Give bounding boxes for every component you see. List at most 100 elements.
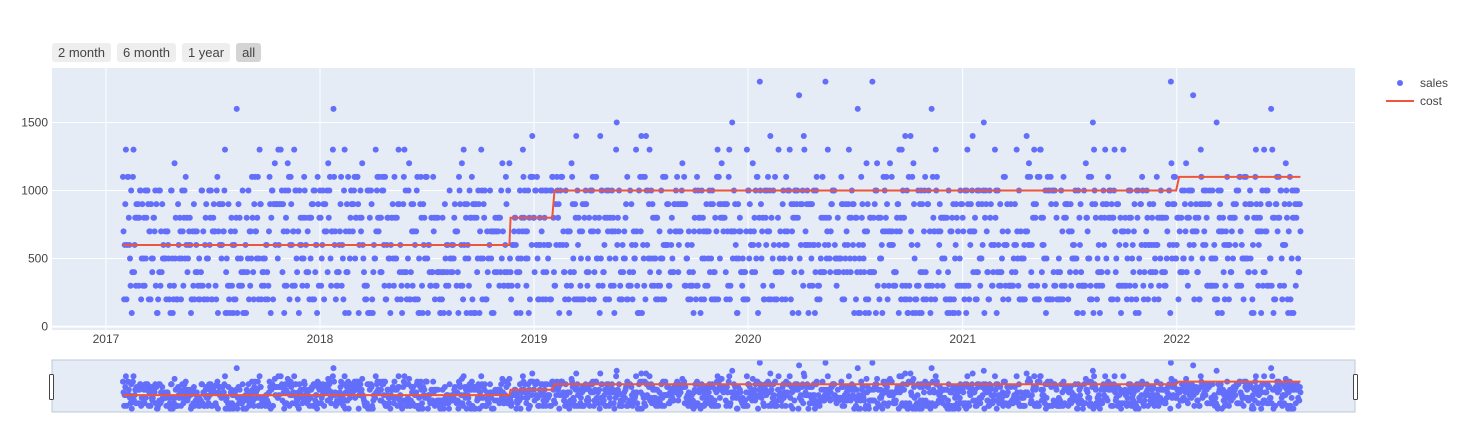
range-slider[interactable] (49, 359, 1358, 413)
rangeslider-sales-point (1288, 394, 1295, 401)
sales-point (414, 296, 421, 303)
sales-point (1231, 214, 1238, 221)
sales-point (319, 187, 326, 194)
sales-point (497, 269, 504, 276)
main-plot-area[interactable] (52, 68, 1355, 330)
sales-point (805, 309, 812, 316)
rangeslider-sales-point (1217, 381, 1224, 388)
rangeslider-sales-point (727, 400, 734, 407)
rangeslider-sales-point (1096, 405, 1103, 412)
range-button-2-month[interactable]: 2 month (52, 43, 111, 62)
sales-point (231, 228, 238, 235)
range-button-6-month[interactable]: 6 month (116, 43, 176, 62)
sales-point (433, 282, 440, 289)
sales-point (506, 160, 513, 167)
sales-point (1152, 255, 1159, 262)
sales-point (372, 255, 379, 262)
sales-point (399, 309, 406, 316)
sales-point (735, 201, 742, 208)
sales-point (518, 255, 525, 262)
rangeslider-sales-point (1250, 405, 1257, 412)
range-button-1-year[interactable]: 1 year (181, 43, 231, 62)
sales-point (857, 309, 864, 316)
sales-point (590, 228, 597, 235)
sales-point (1224, 255, 1231, 262)
rangeslider-sales-point (291, 373, 298, 380)
rangeslider-left-handle[interactable] (49, 374, 54, 400)
sales-point (380, 187, 387, 194)
sales-point (939, 282, 946, 289)
sales-point (1129, 255, 1136, 262)
sales-point (441, 201, 448, 208)
sales-point (995, 241, 1002, 248)
sales-point (753, 255, 760, 262)
legend-item-sales[interactable]: sales (1397, 76, 1448, 90)
sales-point (282, 214, 289, 221)
sales-point (1055, 255, 1062, 262)
legend-item-cost[interactable]: cost (1386, 94, 1443, 108)
rangeslider-sales-point (758, 394, 765, 401)
sales-point (1120, 228, 1127, 235)
sales-point (1113, 255, 1120, 262)
sales-point (808, 255, 815, 262)
rangeslider-right-handle[interactable] (1353, 374, 1358, 400)
range-button-all[interactable]: all (236, 43, 262, 62)
rangeslider-sales-point (570, 397, 577, 404)
rangeslider-sales-point (130, 373, 137, 380)
sales-point (1053, 214, 1060, 221)
sales-point (621, 255, 628, 262)
sales-point (1297, 228, 1304, 235)
sales-point (987, 201, 994, 208)
sales-point (1245, 269, 1252, 276)
sales-point (424, 255, 431, 262)
sales-point (1290, 309, 1297, 316)
sales-point (1181, 201, 1188, 208)
sales-point (1273, 201, 1280, 208)
sales-point (225, 201, 232, 208)
sales-point (254, 214, 261, 221)
sales-point (641, 282, 648, 289)
sales-point (1281, 201, 1288, 208)
sales-point (256, 146, 263, 153)
rangeslider-sales-point (307, 394, 314, 401)
rangeslider-sales-point (1296, 384, 1303, 391)
sales-point (1274, 228, 1281, 235)
sales-point (286, 296, 293, 303)
sales-point (545, 255, 552, 262)
sales-point (1086, 255, 1093, 262)
sales-point (154, 309, 161, 316)
sales-point (1253, 201, 1260, 208)
rangeslider-sales-point (1068, 400, 1075, 407)
sales-point (1073, 255, 1080, 262)
sales-point (368, 201, 375, 208)
sales-point (296, 187, 303, 194)
rangeslider-sales-point (596, 386, 603, 393)
sales-point (550, 269, 557, 276)
rangeslider-sales-point (223, 394, 230, 401)
sales-point (407, 296, 414, 303)
rangeslider-sales-point (552, 400, 559, 407)
sales-point (265, 228, 272, 235)
sales-point (293, 255, 300, 262)
rangeslider-sales-point (513, 405, 520, 412)
sales-point (419, 309, 426, 316)
sales-point (1015, 282, 1022, 289)
rangeslider-sales-point (1124, 394, 1131, 401)
sales-point (1029, 282, 1036, 289)
rangeslider-sales-point (577, 394, 584, 401)
sales-point (463, 214, 469, 221)
rangeslider-sales-point (233, 365, 240, 372)
sales-point (130, 146, 137, 153)
rangeslider-sales-point (593, 378, 600, 385)
sales-point (266, 173, 273, 180)
sales-point (723, 201, 730, 208)
sales-point (935, 269, 942, 276)
sales-point (844, 241, 851, 248)
sales-point (484, 269, 491, 276)
sales-point (908, 241, 915, 248)
sales-point (906, 296, 913, 303)
sales-point (878, 255, 885, 262)
rangeslider-sales-point (440, 405, 447, 412)
sales-point (630, 269, 637, 276)
rangeslider-sales-point (434, 386, 441, 393)
